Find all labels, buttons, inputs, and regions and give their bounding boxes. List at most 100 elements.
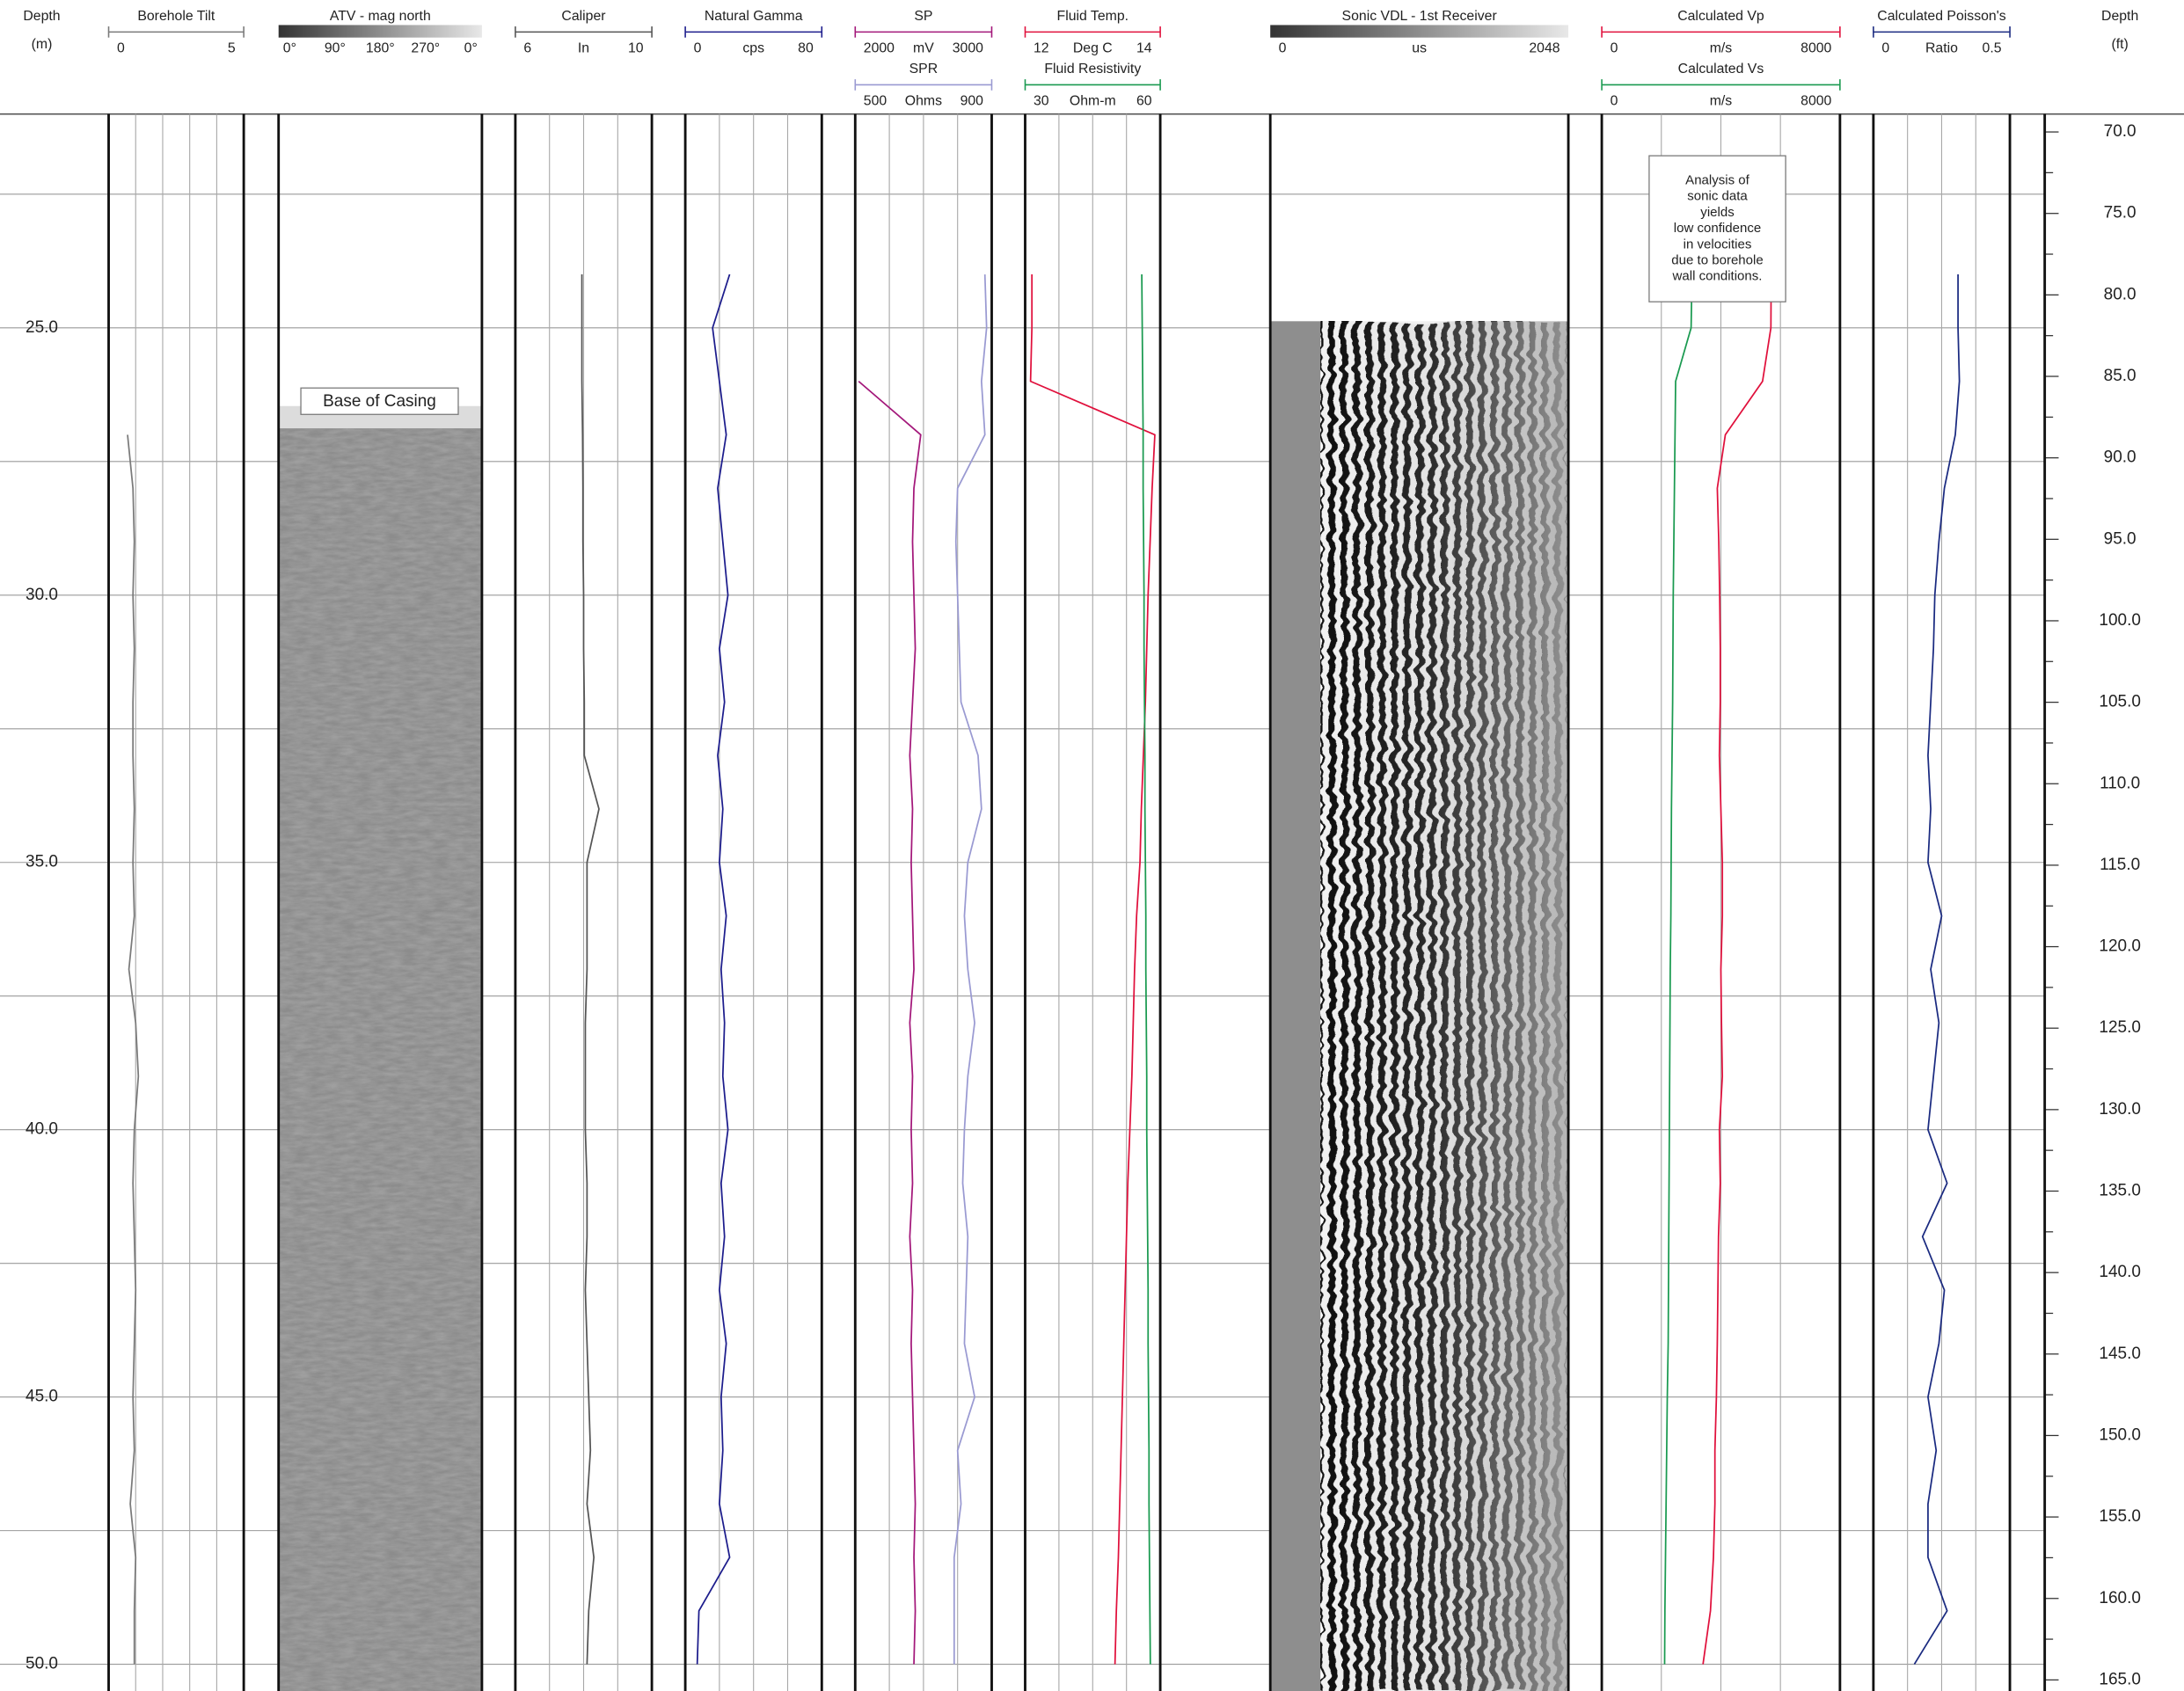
y2-tick-label: 145.0	[2099, 1345, 2141, 1363]
y2-tick-label: 75.0	[2104, 204, 2137, 222]
y2-tick-label: 90.0	[2104, 448, 2137, 467]
curve-title: Calculated Vs	[1678, 62, 1764, 77]
scale-unit: Ohm-m	[1070, 94, 1116, 109]
curve-title: Calculated Poisson's	[1877, 9, 2005, 24]
scale-min: 6	[523, 41, 531, 56]
scale-unit: Ratio	[1925, 41, 1958, 56]
scale-max: 3000	[953, 41, 983, 56]
log-curve	[127, 434, 140, 1665]
scale-unit: Deg C	[1073, 41, 1113, 56]
log-curve	[1702, 167, 1772, 1665]
scale-max: 8000	[1801, 41, 1831, 56]
annotation-line: wall conditions.	[1672, 269, 1763, 284]
scale-unit: In	[578, 41, 589, 56]
curve-title: Borehole Tilt	[137, 9, 215, 24]
scale-unit: m/s	[1710, 41, 1733, 56]
y2-tick-label: 140.0	[2099, 1263, 2141, 1281]
track-title: ATV - mag north	[330, 9, 431, 24]
annotation-line: yields	[1700, 205, 1734, 220]
scale-max: 900	[961, 94, 984, 109]
scale-unit: cps	[742, 41, 764, 56]
y2-tick-label: 130.0	[2099, 1100, 2141, 1119]
y2-tick-label: 135.0	[2099, 1182, 2141, 1200]
y2-tick-label: 110.0	[2100, 774, 2140, 792]
log-curve	[953, 274, 988, 1665]
scale-max: 5	[228, 41, 236, 56]
y2-tick-label: 100.0	[2099, 611, 2141, 630]
track-title: Sonic VDL - 1st Receiver	[1342, 9, 1497, 24]
y-tick-label: 35.0	[26, 853, 58, 871]
annotation-line: in velocities	[1684, 237, 1752, 251]
curve-title: Fluid Temp.	[1057, 9, 1129, 24]
image-layer	[278, 321, 1569, 1691]
scale-unit: mV	[913, 41, 934, 56]
log-curve	[1663, 167, 1693, 1665]
annotation-line: sonic data	[1687, 189, 1748, 204]
curve-title: SP	[914, 9, 932, 24]
scale-min: 0	[117, 41, 125, 56]
annotation-line: low confidence	[1674, 221, 1761, 236]
y2-tick-label: 80.0	[2104, 285, 2137, 303]
depth-unit: (m)	[32, 37, 53, 52]
y2-tick-label: 150.0	[2099, 1425, 2141, 1444]
log-curve	[858, 380, 922, 1665]
scale-label: 0°	[283, 41, 296, 56]
vdl-direct-band	[1270, 321, 1321, 1691]
scale-label: 180°	[366, 41, 395, 56]
y2-tick-label: 160.0	[2099, 1589, 2141, 1607]
depth-unit: (ft)	[2111, 37, 2128, 52]
curve-title: Caliper	[561, 9, 605, 24]
scale-max: 80	[798, 41, 814, 56]
log-curve	[1141, 274, 1151, 1665]
scale-max: 14	[1136, 41, 1152, 56]
log-curve	[1029, 274, 1156, 1665]
scale-min: 0	[1611, 94, 1618, 109]
scale-max: 8000	[1801, 94, 1831, 109]
y2-tick-label: 70.0	[2104, 122, 2137, 141]
curve-title: Natural Gamma	[705, 9, 803, 24]
y-tick-label: 40.0	[26, 1120, 58, 1139]
annotation-box	[300, 387, 459, 415]
y2-tick-label: 165.0	[2099, 1670, 2141, 1688]
background-layer: Depth (m) Depth (ft) Borehole Tilt 0 5 ATV - ma…	[0, 9, 2184, 1691]
y-tick-label: 25.0	[26, 318, 58, 337]
y2-tick-label: 120.0	[2099, 937, 2141, 956]
y-tick-label: 50.0	[26, 1655, 58, 1673]
y2-tick-label: 115.0	[2100, 856, 2140, 874]
scale-unit: us	[1412, 41, 1427, 56]
y2-tick-label: 105.0	[2099, 693, 2141, 711]
y2-tick-label: 155.0	[2099, 1507, 2141, 1526]
log-curve	[581, 274, 600, 1665]
y-tick-label: 45.0	[26, 1388, 58, 1406]
color-scale	[1270, 25, 1569, 38]
curve-title: Calculated Vp	[1677, 9, 1764, 24]
annotation-box	[1648, 155, 1786, 302]
scale-min: 0	[1881, 41, 1889, 56]
annotation-line: due to borehole	[1671, 252, 1763, 267]
scale-max: 10	[628, 41, 644, 56]
foreground-layer: 25.0 30.0 35.0 40.0 45.0 50.0 70.0 75.0 80.0 85.0…	[26, 113, 2141, 1691]
y-tick-label: 30.0	[26, 586, 58, 604]
scale-label: 90°	[325, 41, 346, 56]
scale-min: 500	[864, 94, 887, 109]
curve-title: Fluid Resistivity	[1044, 62, 1141, 77]
y2-tick-label: 85.0	[2104, 367, 2137, 385]
log-curve	[1913, 274, 1961, 1665]
scale-min: 30	[1034, 94, 1049, 109]
scale-min: 0	[1279, 41, 1287, 56]
atv-image-texture	[278, 428, 482, 1691]
annotation: Base of Casing	[323, 392, 436, 411]
color-scale	[278, 25, 482, 38]
annotation-line: Analysis of	[1685, 173, 1749, 188]
scale-unit: Ohms	[905, 94, 942, 109]
vdl-fade	[1320, 321, 1569, 1691]
scale-label: 0°	[464, 41, 478, 56]
scale-min: 0	[694, 41, 702, 56]
depth-label: Depth	[2101, 9, 2138, 24]
depth-label: Depth	[23, 9, 60, 24]
scale-label: 270°	[411, 41, 440, 56]
curve-title: SPR	[909, 62, 939, 77]
scale-max: 2048	[1529, 41, 1559, 56]
scale-unit: m/s	[1710, 94, 1733, 109]
